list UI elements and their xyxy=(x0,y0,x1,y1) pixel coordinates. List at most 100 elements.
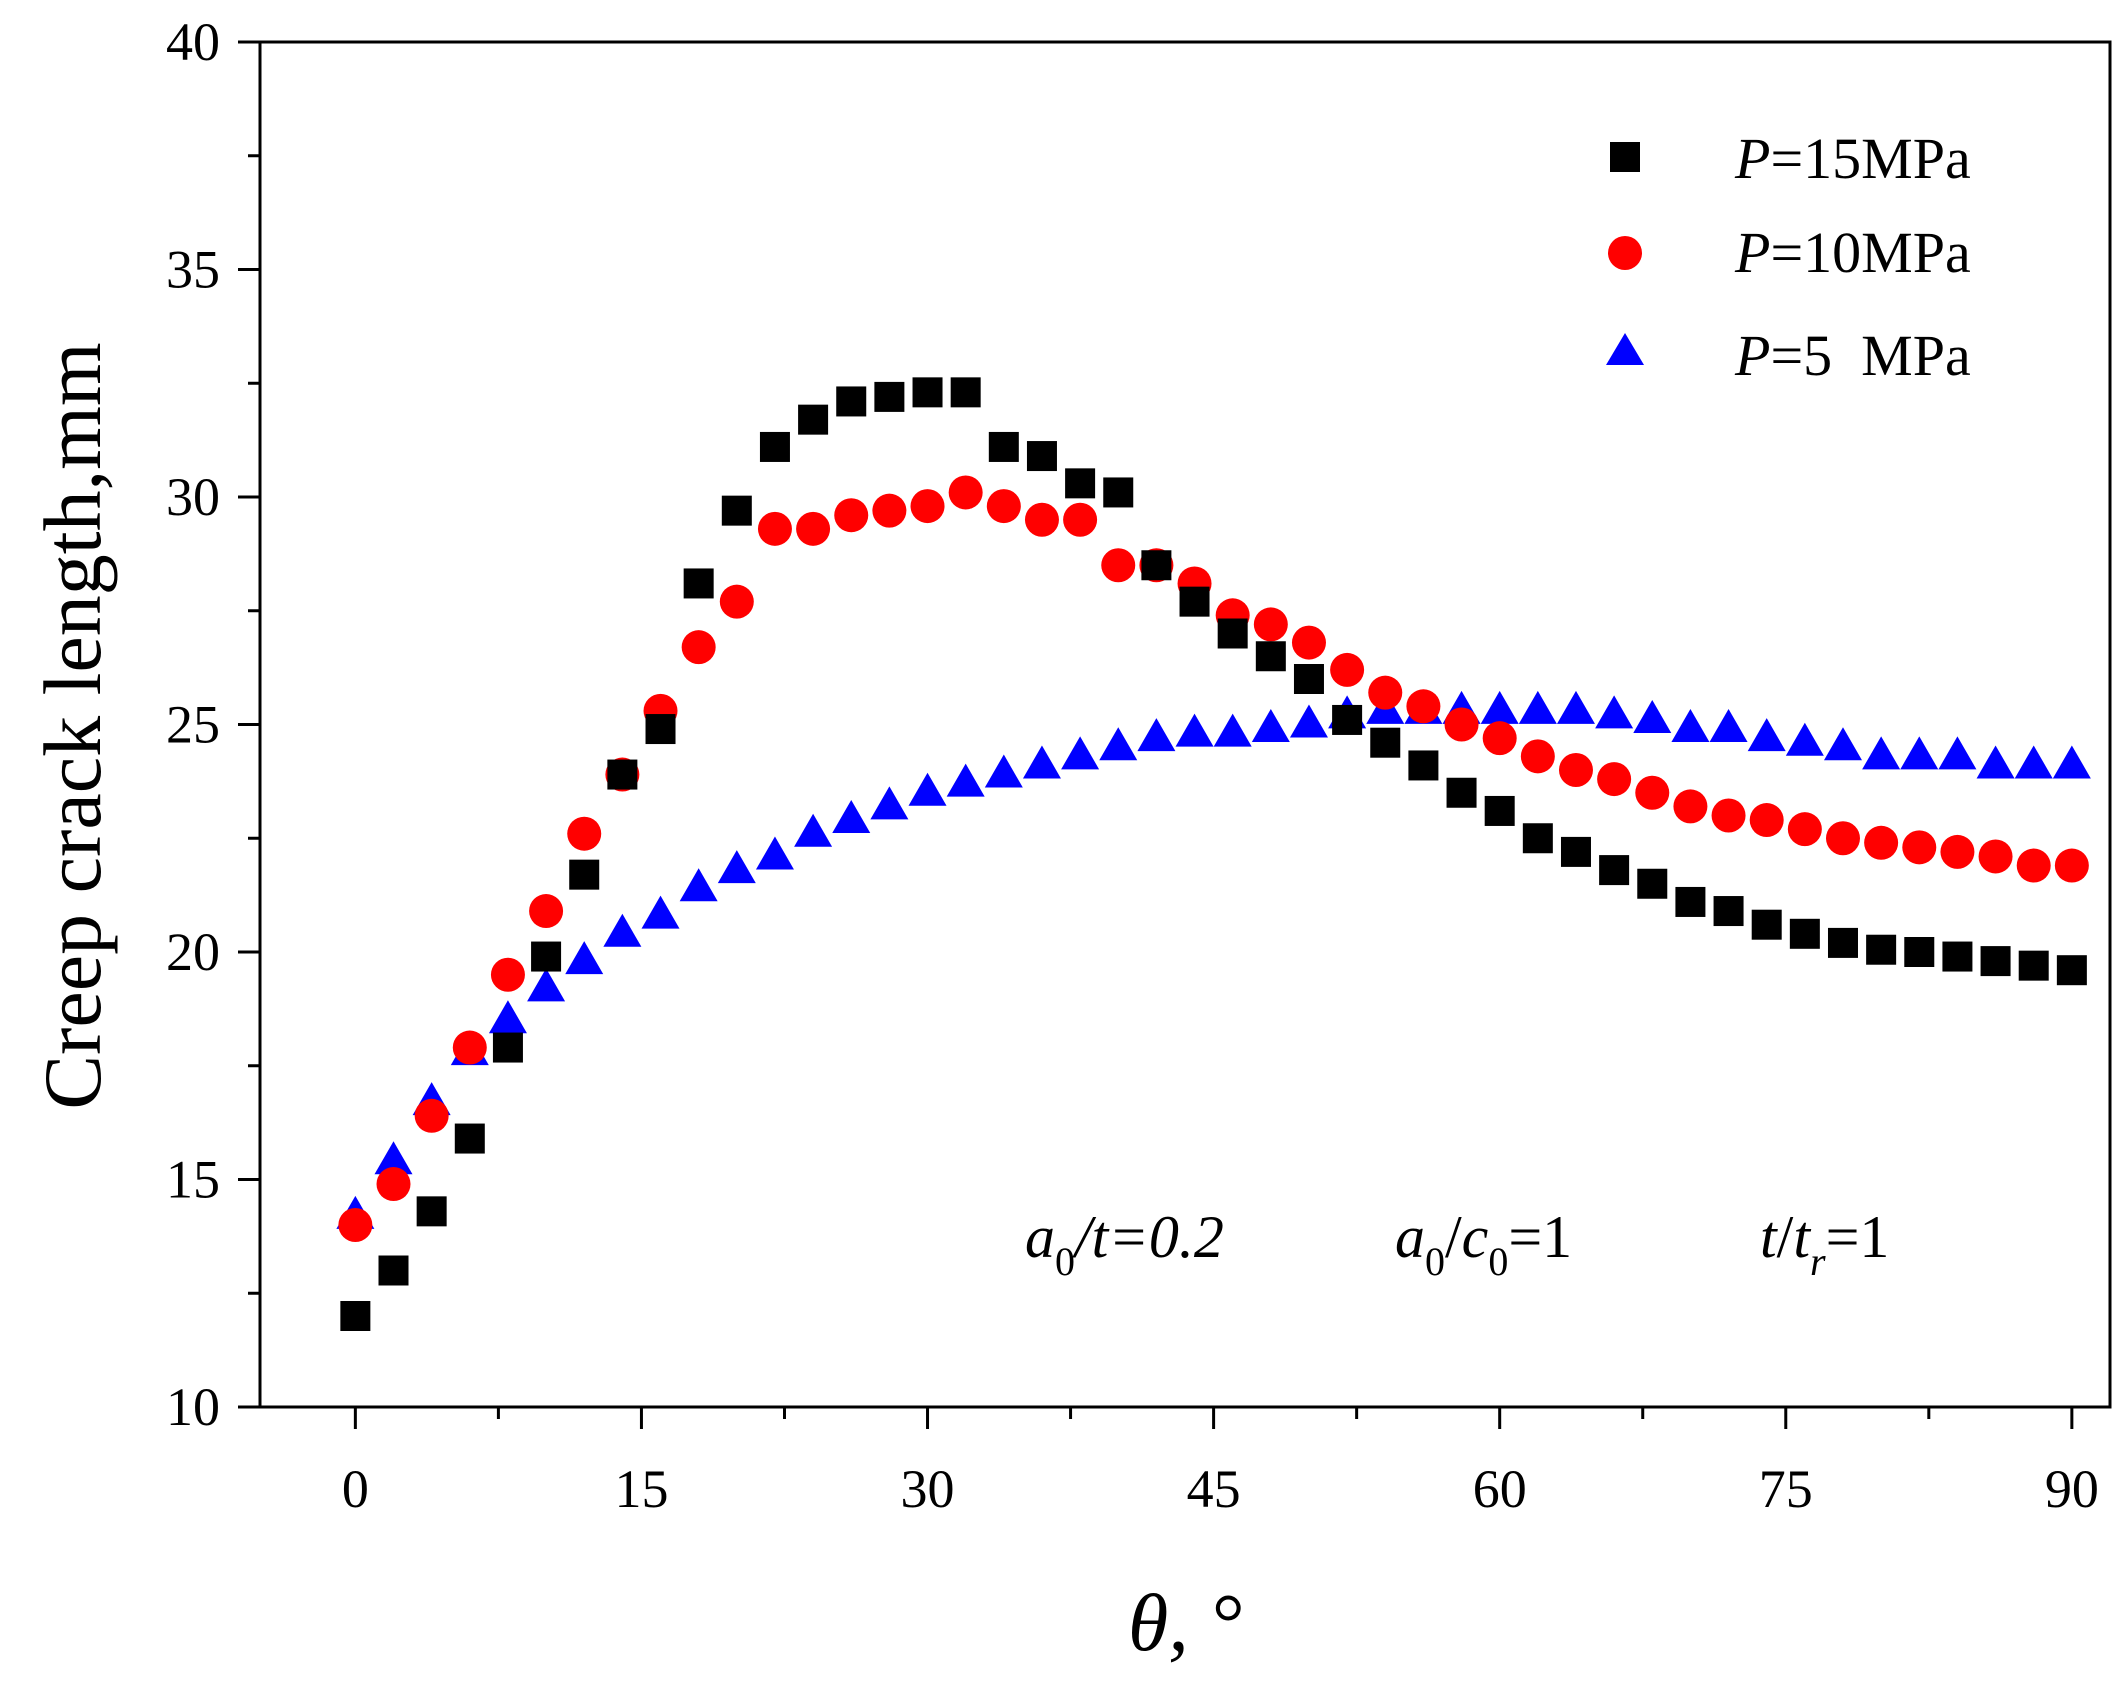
data-point-square xyxy=(1522,823,1553,854)
data-point-square xyxy=(2056,955,2087,986)
data-point-circle xyxy=(872,493,907,528)
data-point-triangle xyxy=(641,895,680,929)
y-tick-label: 35 xyxy=(166,240,220,300)
data-point-square xyxy=(2018,950,2049,981)
data-point-square xyxy=(492,1032,523,1063)
data-point-square xyxy=(1103,477,1134,508)
data-point-square xyxy=(1408,750,1439,781)
data-point-circle xyxy=(1978,839,2013,874)
data-point-circle xyxy=(796,511,831,546)
x-tick-label: 30 xyxy=(901,1459,955,1519)
data-point-circle xyxy=(1635,775,1670,810)
data-point-square xyxy=(1942,941,1973,972)
data-point-square xyxy=(1255,641,1286,672)
data-point-circle xyxy=(1749,803,1784,838)
legend-label-15mpa: P=15MPa xyxy=(1734,126,1971,191)
data-point-triangle xyxy=(1823,727,1862,761)
data-point-triangle xyxy=(2052,745,2091,779)
data-point-triangle xyxy=(1289,704,1328,738)
data-point-square xyxy=(645,714,676,745)
y-tick-label: 10 xyxy=(166,1377,220,1437)
data-point-triangle xyxy=(1480,690,1519,724)
data-point-circle xyxy=(1024,502,1059,537)
data-point-circle xyxy=(1864,825,1899,860)
data-point-square xyxy=(1599,855,1630,886)
data-point-circle xyxy=(1291,625,1326,660)
data-point-triangle xyxy=(1862,736,1901,770)
series-triangle xyxy=(336,690,2091,1229)
data-point-square xyxy=(454,1123,485,1154)
data-point-triangle xyxy=(1175,713,1214,747)
data-point-square xyxy=(1751,909,1782,940)
data-point-square xyxy=(1217,618,1248,649)
data-point-square xyxy=(569,859,600,890)
data-point-square xyxy=(1560,836,1591,867)
x-tick-label: 75 xyxy=(1759,1459,1813,1519)
axis-ticks: 0 15 30 45 60 75 90 10 15 20 25 30 35 40 xyxy=(166,12,2099,1519)
legend-label-5mpa: P=5 MPa xyxy=(1734,323,1971,388)
y-tick-label: 25 xyxy=(166,695,220,755)
data-point-circle xyxy=(1787,812,1822,847)
data-point-circle xyxy=(757,511,792,546)
data-point-triangle xyxy=(488,1000,527,1034)
data-point-circle xyxy=(1330,652,1365,687)
annotation-t-tr: t/tr=1 xyxy=(1760,1204,1889,1284)
data-point-square xyxy=(1446,777,1477,808)
data-point-triangle xyxy=(946,763,985,797)
data-point-triangle xyxy=(1022,745,1061,779)
data-point-circle xyxy=(1406,689,1441,724)
data-point-triangle xyxy=(832,800,871,834)
data-point-square xyxy=(988,431,1019,462)
data-point-square xyxy=(1179,586,1210,617)
legend-item-15mpa: P=15MPa xyxy=(1610,126,1971,191)
data-point-square xyxy=(1065,468,1096,499)
data-point-triangle xyxy=(755,836,794,870)
y-tick-label: 15 xyxy=(166,1150,220,1210)
legend-square-marker xyxy=(1610,142,1640,172)
data-point-circle xyxy=(1520,739,1555,774)
data-point-square xyxy=(531,941,562,972)
data-point-triangle xyxy=(2014,745,2053,779)
y-axis-title: Creep crack length,mm xyxy=(27,342,118,1109)
data-point-circle xyxy=(452,1030,487,1065)
data-point-circle xyxy=(2016,848,2051,883)
data-point-circle xyxy=(414,1098,449,1133)
data-point-circle xyxy=(719,584,754,619)
data-point-triangle xyxy=(1709,709,1748,743)
data-point-circle xyxy=(986,489,1021,524)
data-point-triangle xyxy=(908,772,947,806)
legend-triangle-marker xyxy=(1606,333,1644,365)
data-point-triangle xyxy=(1671,709,1710,743)
data-point-triangle xyxy=(1976,745,2015,779)
data-point-square xyxy=(912,377,943,408)
data-point-square xyxy=(950,377,981,408)
y-tick-label: 40 xyxy=(166,12,220,72)
legend-circle-marker xyxy=(1608,236,1642,270)
series-circle xyxy=(338,475,2089,1242)
data-point-triangle xyxy=(374,1141,413,1175)
data-point-circle xyxy=(910,489,945,524)
legend: P=15MPa P=10MPa P=5 MPa xyxy=(1606,126,1971,388)
data-point-circle xyxy=(1825,821,1860,856)
data-point-triangle xyxy=(1137,718,1176,752)
data-point-square xyxy=(874,381,905,412)
data-point-circle xyxy=(1444,707,1479,742)
data-point-circle xyxy=(1597,762,1632,797)
y-tick-label: 30 xyxy=(166,467,220,527)
data-point-circle xyxy=(1063,502,1098,537)
annotation-a0-c0: a0/c0=1 xyxy=(1395,1204,1572,1284)
data-point-triangle xyxy=(717,850,756,884)
data-point-circle xyxy=(1711,798,1746,833)
data-point-square xyxy=(1713,896,1744,927)
data-points xyxy=(336,377,2091,1331)
data-point-triangle xyxy=(1061,736,1100,770)
data-point-circle xyxy=(834,498,869,533)
data-point-square xyxy=(1675,886,1706,917)
data-point-triangle xyxy=(1785,722,1824,756)
data-point-triangle xyxy=(565,941,604,975)
data-point-square xyxy=(1332,704,1363,735)
data-point-circle xyxy=(1482,721,1517,756)
data-point-circle xyxy=(490,957,525,992)
data-point-square xyxy=(759,431,790,462)
